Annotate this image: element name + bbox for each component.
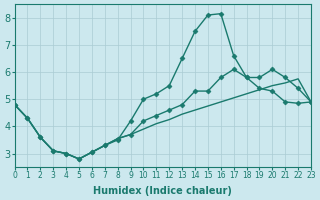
X-axis label: Humidex (Indice chaleur): Humidex (Indice chaleur) (93, 186, 232, 196)
